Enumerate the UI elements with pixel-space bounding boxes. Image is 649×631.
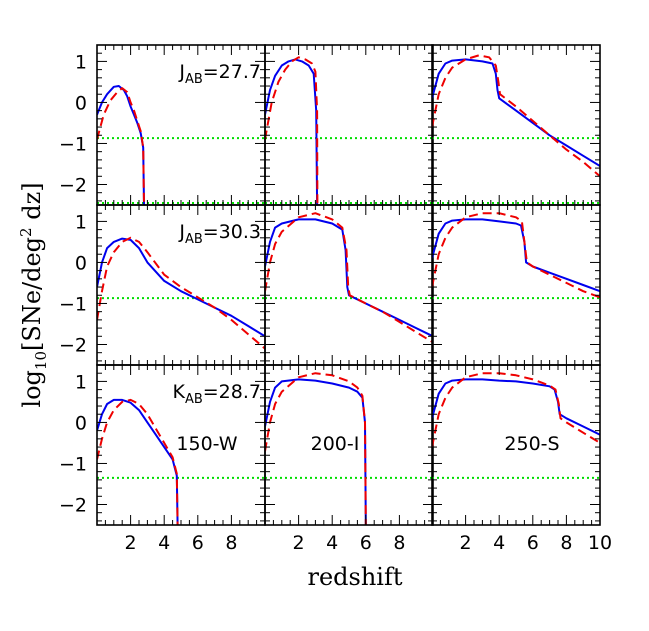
magnitude-band: J bbox=[178, 221, 185, 243]
x-tick-label: 4 bbox=[326, 532, 338, 554]
panel-frame bbox=[264, 44, 434, 206]
series-dashed-line bbox=[265, 56, 319, 205]
panel-frame bbox=[431, 204, 601, 366]
y-tick-label: −2 bbox=[59, 494, 87, 516]
x-tick-label: 10 bbox=[588, 532, 612, 554]
panel-magnitude-label: KAB=28.7 bbox=[172, 381, 261, 407]
x-tick-label: 4 bbox=[493, 532, 505, 554]
y-tick-label: −1 bbox=[59, 133, 87, 155]
panel-0-0: −2 −1 0 1 JAB=27.7 bbox=[59, 44, 266, 206]
series-solid-line bbox=[432, 58, 600, 167]
series-dashed-line bbox=[97, 87, 145, 205]
panel-survey-label: 250-S bbox=[504, 433, 559, 455]
x-tick-label: 4 bbox=[158, 532, 170, 554]
y-tick-label: 1 bbox=[75, 371, 87, 393]
y-axis-title-rest: [SNe/deg bbox=[18, 237, 46, 351]
y-tick-label: 1 bbox=[75, 51, 87, 73]
panel-2-2: 2 4 6 8 10 250-S bbox=[431, 364, 612, 554]
magnitude-value: =28.7 bbox=[203, 381, 261, 403]
series-dashed-line bbox=[432, 212, 600, 299]
series-solid-line bbox=[432, 378, 600, 436]
magnitude-subscript: AB bbox=[185, 392, 203, 407]
magnitude-value: =27.7 bbox=[203, 61, 261, 83]
x-tick-label: 2 bbox=[460, 532, 472, 554]
series-dashed-line bbox=[97, 398, 179, 525]
panel-survey-label: 200-I bbox=[311, 433, 360, 455]
x-tick-label: 6 bbox=[527, 532, 539, 554]
magnitude-band: K bbox=[172, 381, 185, 403]
series-solid-line bbox=[432, 218, 600, 293]
panel-1-1 bbox=[264, 204, 434, 366]
y-axis-title-main: log bbox=[18, 370, 46, 408]
y-tick-label: −2 bbox=[59, 174, 87, 196]
x-tick-label: 8 bbox=[560, 532, 572, 554]
y-axis-title-end: dz] bbox=[18, 182, 46, 227]
panel-1-0: −2 −1 0 1 JAB=30.3 bbox=[59, 204, 266, 366]
panel-0-2 bbox=[431, 44, 601, 206]
magnitude-value: =30.3 bbox=[203, 221, 261, 243]
series-dashed-line bbox=[265, 212, 433, 344]
y-tick-label: 1 bbox=[75, 211, 87, 233]
y-tick-label: 0 bbox=[75, 252, 87, 274]
x-tick-label: 6 bbox=[192, 532, 204, 554]
series-dashed-line bbox=[432, 54, 600, 178]
panel-0-1 bbox=[264, 44, 434, 206]
series-dashed-line bbox=[432, 372, 600, 448]
panel-survey-label: 150-W bbox=[176, 433, 237, 455]
panel-series-group bbox=[265, 372, 367, 525]
series-dashed-line bbox=[97, 236, 265, 350]
panel-series-group bbox=[432, 372, 600, 448]
series-solid-line bbox=[265, 58, 319, 205]
panel-magnitude-label: JAB=30.3 bbox=[178, 221, 261, 247]
x-tick-label: 8 bbox=[393, 532, 405, 554]
series-solid-line bbox=[97, 237, 265, 338]
y-axis-title: log10[SNe/deg2 dz] bbox=[17, 182, 50, 407]
magnitude-band: J bbox=[178, 61, 185, 83]
x-tick-label: 8 bbox=[225, 532, 237, 554]
panel-series-group bbox=[265, 212, 433, 344]
y-tick-label: −1 bbox=[59, 453, 87, 475]
panel-series-group bbox=[97, 85, 145, 205]
panel-series-group bbox=[432, 212, 600, 299]
panel-frame bbox=[431, 44, 601, 206]
x-tick-label: 2 bbox=[293, 532, 305, 554]
y-axis-title-superscript: 2 bbox=[17, 227, 35, 237]
panel-2-1: 2 4 6 8 200-I bbox=[264, 364, 434, 554]
series-dashed-line bbox=[265, 372, 367, 525]
panel-magnitude-label: JAB=27.7 bbox=[178, 61, 261, 87]
panel-series-group bbox=[97, 236, 265, 350]
panel-series-group bbox=[432, 54, 600, 178]
magnitude-subscript: AB bbox=[185, 232, 203, 247]
panel-series-group bbox=[265, 56, 319, 205]
x-axis-title: redshift bbox=[307, 563, 402, 591]
series-solid-line bbox=[97, 85, 145, 205]
y-tick-label: −2 bbox=[59, 334, 87, 356]
x-tick-label: 6 bbox=[360, 532, 372, 554]
panel-1-2 bbox=[431, 204, 601, 366]
x-tick-label: 2 bbox=[125, 532, 137, 554]
panel-2-0: −2 −1 0 1 2 4 6 8 KAB=28.7 150-W bbox=[59, 364, 266, 554]
y-axis-title-subscript: 10 bbox=[32, 351, 50, 370]
y-tick-label: 0 bbox=[75, 412, 87, 434]
panel-series-group bbox=[97, 398, 179, 525]
y-tick-label: 0 bbox=[75, 92, 87, 114]
series-solid-line bbox=[265, 218, 433, 338]
magnitude-subscript: AB bbox=[185, 72, 203, 87]
y-tick-label: −1 bbox=[59, 293, 87, 315]
